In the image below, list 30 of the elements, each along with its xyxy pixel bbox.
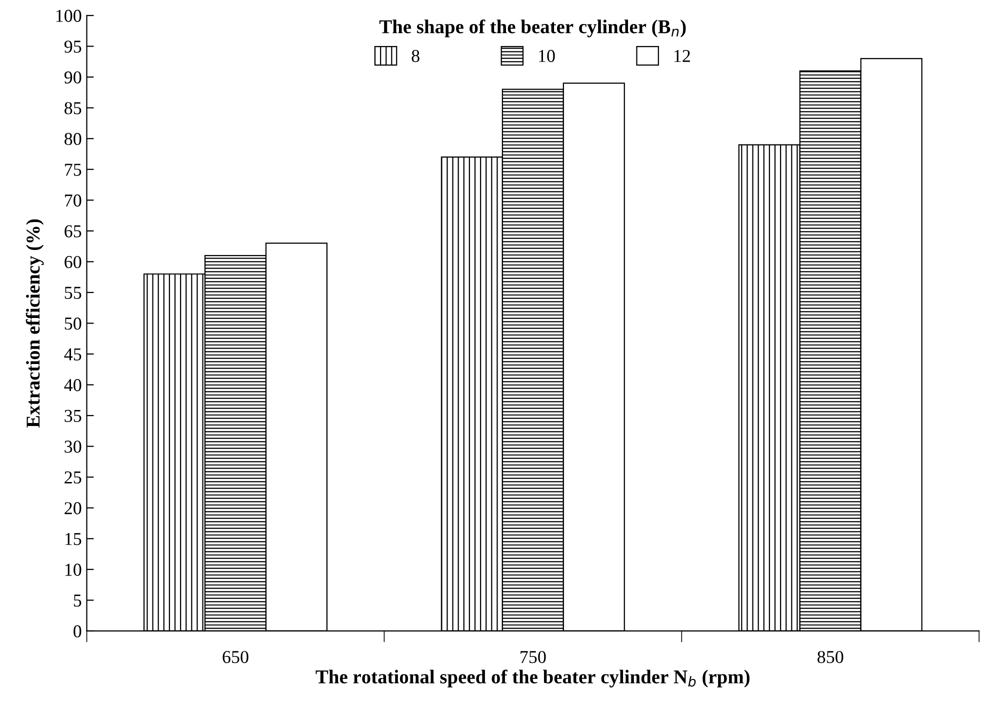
y-tick-label: 25 [64,471,82,484]
y-tick-label: 15 [65,533,82,546]
y-tick-label: 60 [64,256,82,268]
legend-label: 10 [539,50,555,62]
x-tick-label: 750 [520,650,546,664]
y-tick-label: 35 [64,410,82,422]
y-tick-label: 20 [64,502,82,514]
legend-label: 12 [674,50,690,62]
y-tick-label: 90 [64,71,82,84]
y-tick-label: 70 [65,194,82,207]
y-tick-label: 95 [64,40,82,53]
y-tick-label: 40 [64,379,82,392]
legend-title: The shape of the beater cylinder (B$_{n}$) [379,19,686,38]
y-axis-title: Extraction efficiency (%) [26,219,44,428]
y-tick-label: 0 [74,625,82,638]
y-tick-label: 55 [64,286,82,299]
y-tick-label: 5 [74,594,82,607]
x-axis-title: The rotational speed of the beater cylinder N$_{b}$ (rpm) [316,670,750,688]
y-tick-label: 80 [64,132,82,146]
y-tick-label: 30 [64,440,82,453]
y-tick-label: 85 [64,102,82,114]
y-tick-label: 45 [64,348,82,360]
x-tick-label: 850 [818,650,844,664]
y-tick-label: 75 [65,164,82,176]
y-tick-label: 65 [64,225,82,238]
y-tick-label: 100 [56,10,82,22]
y-tick-label: 50 [64,318,82,330]
y-tick-label: 10 [65,564,82,576]
legend-label: 8 [412,50,420,62]
x-tick-label: 650 [222,650,248,664]
